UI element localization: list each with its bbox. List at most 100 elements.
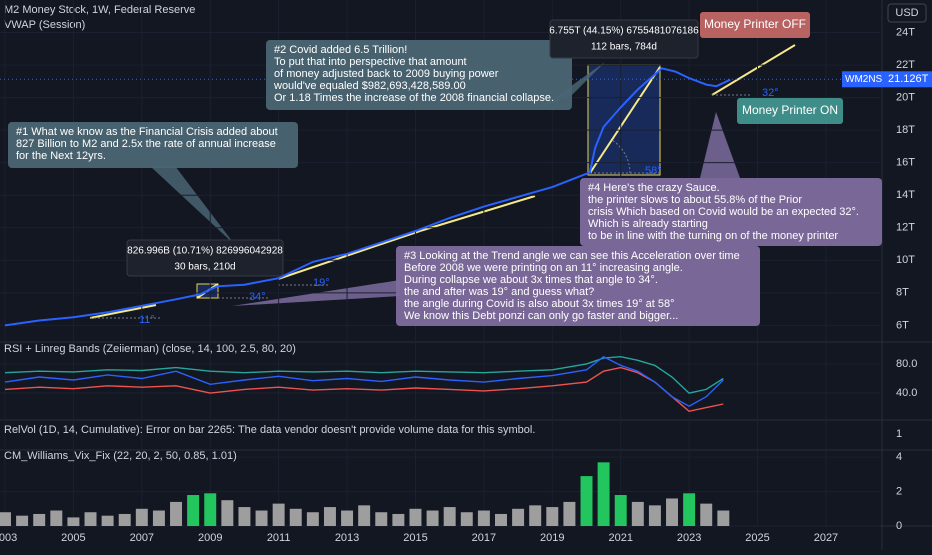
- last-value-label: 21.126T: [888, 73, 929, 85]
- histogram-bar: [101, 515, 114, 526]
- symbol-tag: [842, 71, 882, 88]
- histogram-bar: [289, 508, 302, 526]
- histogram-bar: [512, 508, 525, 526]
- symbol-label: WM2NS: [845, 74, 883, 85]
- histogram-bar: [426, 510, 439, 526]
- last-value-tag: [882, 71, 932, 88]
- annotation-text: #2 Covid added 6.5 Trillion!: [274, 44, 407, 56]
- y-tick-label: 22T: [896, 59, 915, 71]
- histogram-bar: [341, 510, 354, 526]
- histogram-bar: [187, 495, 200, 526]
- indicator-label: VWAP (Session): [4, 19, 85, 31]
- histogram-bar: [238, 507, 251, 526]
- y-tick-label: 10T: [896, 254, 915, 266]
- x-tick-label: 2007: [130, 532, 154, 544]
- annotation-text: Or 1.18 Times the increase of the 2008 f…: [274, 92, 554, 104]
- trend-line: [277, 230, 421, 280]
- histogram-bar: [84, 512, 97, 526]
- annotation-text: #4 Here's the crazy Sauce.: [588, 182, 720, 194]
- histogram-bar: [306, 512, 319, 526]
- price-line: [4, 67, 731, 327]
- histogram-bar: [580, 476, 593, 526]
- histogram-bar: [631, 501, 644, 526]
- histogram-bar: [255, 510, 268, 526]
- annotation-text: crisis Which based on Covid would be an …: [588, 206, 859, 218]
- histogram-bar: [118, 513, 131, 526]
- x-tick-label: 2003: [0, 532, 17, 544]
- histogram-bar: [272, 503, 285, 526]
- y-tick-label: 0: [896, 520, 902, 532]
- x-tick-label: 2017: [472, 532, 496, 544]
- y-tick-label: 14T: [896, 189, 915, 201]
- annotation-text: the angle during Covid is also about 3x …: [404, 298, 675, 310]
- trend-line: [89, 304, 157, 319]
- annotation-box: [266, 40, 572, 110]
- annotation-text: #3 Looking at the Trend angle we can see…: [404, 250, 740, 262]
- histogram-bar: [67, 517, 80, 526]
- currency-label[interactable]: USD: [895, 7, 918, 19]
- annotation-text: During collapse we about 3x times that a…: [404, 274, 658, 286]
- annotation-text: would've equaled $982,693,428,589.00: [273, 80, 466, 92]
- histogram-bar: [666, 498, 679, 526]
- histogram-bar: [443, 507, 456, 526]
- x-tick-label: 2019: [540, 532, 564, 544]
- histogram-bar: [597, 462, 610, 526]
- histogram-bar: [409, 508, 422, 526]
- trend-lines: [89, 44, 796, 319]
- y-tick-label: 12T: [896, 222, 915, 234]
- annotation-text: We know this Debt ponzi can only go fast…: [404, 310, 678, 322]
- histogram-bar: [392, 513, 405, 526]
- y-tick-label: 40.0: [896, 387, 917, 399]
- histogram-bar: [50, 510, 63, 526]
- annotation-text: of money adjusted back to 2009 buying po…: [274, 68, 499, 80]
- y-tick-label: 6T: [896, 319, 909, 331]
- histogram-bar: [358, 505, 371, 526]
- y-tick-label: 8T: [896, 287, 909, 299]
- histogram-bar: [135, 508, 148, 526]
- histogram-bar: [221, 500, 234, 526]
- pane-title: CM_Williams_Vix_Fix (22, 20, 2, 50, 0.85…: [4, 450, 237, 462]
- histogram-bar: [563, 501, 576, 526]
- y-tick-label: 2: [896, 485, 902, 497]
- pane-message: RelVol (1D, 14, Cumulative): Error on ba…: [4, 424, 535, 436]
- annotation-box: [8, 122, 298, 168]
- currency-button[interactable]: [887, 3, 927, 23]
- histogram-bar: [375, 512, 388, 526]
- y-tick-label: 80.0: [896, 358, 917, 370]
- histogram-bar: [33, 513, 46, 526]
- pointer: [700, 112, 740, 178]
- histogram-bar: [648, 505, 661, 526]
- x-tick-label: 2013: [335, 532, 359, 544]
- trend-line: [419, 195, 536, 232]
- annotation-text: 827 Billion to M2 and 2.5x the rate of a…: [16, 138, 276, 150]
- histogram-bar: [204, 493, 217, 526]
- trend-line: [589, 66, 661, 174]
- pane-title: RSI + Linreg Bands (Zeiierman) (close, 1…: [4, 343, 296, 355]
- pointer: [150, 166, 235, 245]
- histogram-bar: [717, 510, 730, 526]
- measure-text: 826.996B (10.71%) 826996042928: [127, 246, 283, 257]
- histogram-bar: [529, 505, 542, 526]
- angle-guides: [90, 94, 752, 319]
- x-tick-label: 2015: [403, 532, 427, 544]
- angle-label: 58°: [645, 165, 662, 177]
- measure-text: 6.755T (44.15%) 6755481076186: [549, 26, 699, 37]
- chart-title: M2 Money Stock, 1W, Federal Reserve: [4, 4, 195, 16]
- annotation-text: To put that into perspective that amount: [274, 56, 467, 68]
- measure-text: 30 bars, 210d: [174, 262, 235, 273]
- x-tick-label: 2011: [267, 532, 291, 544]
- histogram-bar: [16, 515, 29, 526]
- x-tick-label: 2021: [608, 532, 632, 544]
- y-tick-label: 4: [896, 451, 902, 463]
- angle-label: 32°: [762, 87, 779, 99]
- measure-box: [126, 239, 284, 277]
- measure-box: [549, 19, 699, 59]
- histogram-bar: [700, 503, 713, 526]
- histogram-bar: [546, 507, 559, 526]
- annotation-text: the printer slows to about 55.8% of the …: [588, 194, 802, 206]
- y-tick-label: 20T: [896, 92, 915, 104]
- histogram-bar: [495, 513, 507, 526]
- callout-box: [700, 12, 810, 38]
- rsi-line: [4, 355, 724, 408]
- annotation-text: the and after was 19° and guess what?: [404, 286, 594, 298]
